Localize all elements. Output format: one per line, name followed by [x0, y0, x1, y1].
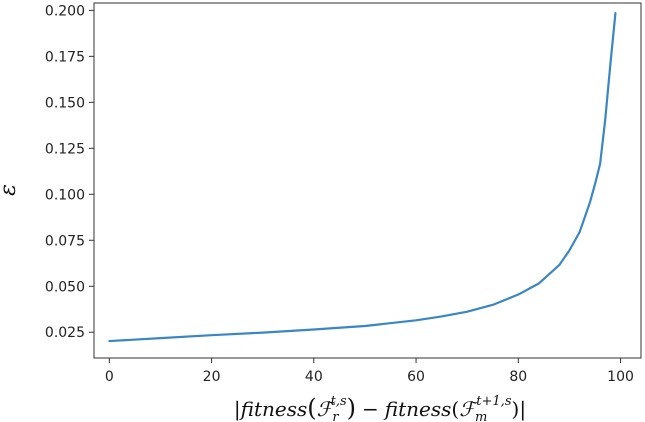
y-tick-label: 0.050 — [45, 279, 85, 295]
plot-area: 0 20 40 60 80 100 0.025 0.050 0.075 0.100 0.125 0.1… — [45, 2, 642, 385]
y-tick-label: 0.125 — [45, 141, 85, 157]
y-tick-label: 0.150 — [45, 95, 85, 111]
x-tick-label: 0 — [105, 369, 114, 385]
y-tick-label: 0.075 — [45, 233, 85, 249]
x-title-sup-2: t+1,s — [476, 394, 512, 409]
y-axis-title: ε — [0, 184, 21, 196]
y-tick-label: 0.200 — [45, 3, 85, 19]
y-tick-label: 0.100 — [45, 187, 85, 203]
x-title-script-f-1: ℱ — [317, 397, 336, 421]
x-tick-label: 80 — [509, 369, 527, 385]
x-tick-label: 40 — [305, 369, 323, 385]
x-title-paren-open-1: ( — [307, 394, 316, 422]
x-title-paren-open-2: ( — [451, 397, 459, 421]
x-title-minus: − — [362, 397, 379, 421]
x-tick-label: 100 — [607, 369, 634, 385]
x-title-bar-open: | — [234, 397, 241, 422]
x-title-paren-close-2: ) — [512, 397, 520, 421]
y-tick-label: 0.175 — [45, 49, 85, 65]
x-axis-title: |fitness(ℱrt,s) − fitness(ℱmt+1,s)| — [234, 394, 526, 422]
x-title-sub-1: r — [332, 410, 339, 422]
x-tick-label: 20 — [203, 369, 221, 385]
x-title-fitness-1: fitness — [239, 397, 308, 421]
x-title-sup-1: t,s — [331, 394, 347, 409]
x-title-bar-close: | — [519, 397, 526, 422]
x-title-sub-2: m — [475, 410, 487, 422]
x-title-fitness-2: fitness — [383, 397, 452, 421]
plot-frame — [93, 2, 642, 359]
series-line — [108, 12, 617, 343]
x-title-script-f-2: ℱ — [459, 397, 478, 421]
x-title-paren-close-1: ) — [347, 394, 356, 422]
x-tick-label: 60 — [407, 369, 425, 385]
y-tick-label: 0.025 — [45, 325, 85, 341]
